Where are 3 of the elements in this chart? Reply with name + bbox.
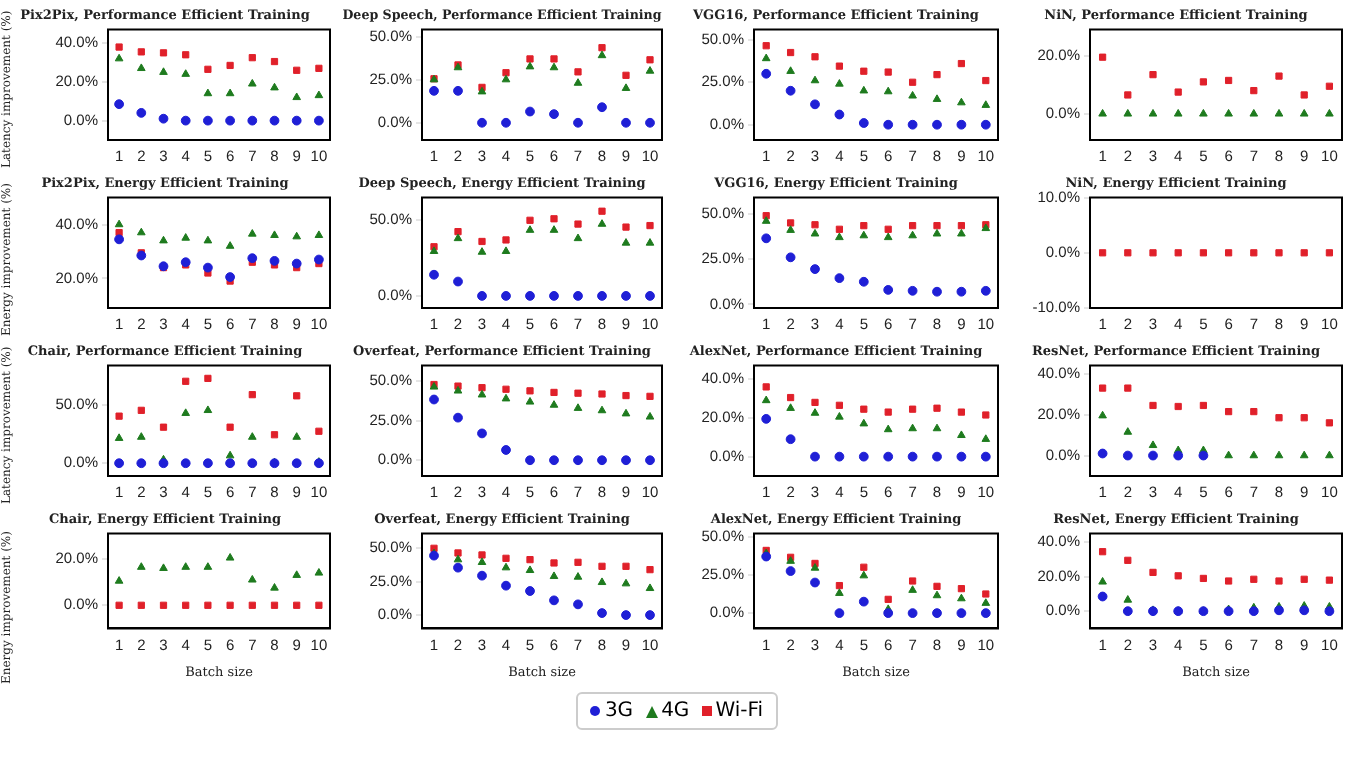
legend-label: Wi-Fi — [715, 700, 764, 722]
legend-label: 4G — [661, 700, 690, 722]
legend-label: 3G — [604, 700, 634, 722]
